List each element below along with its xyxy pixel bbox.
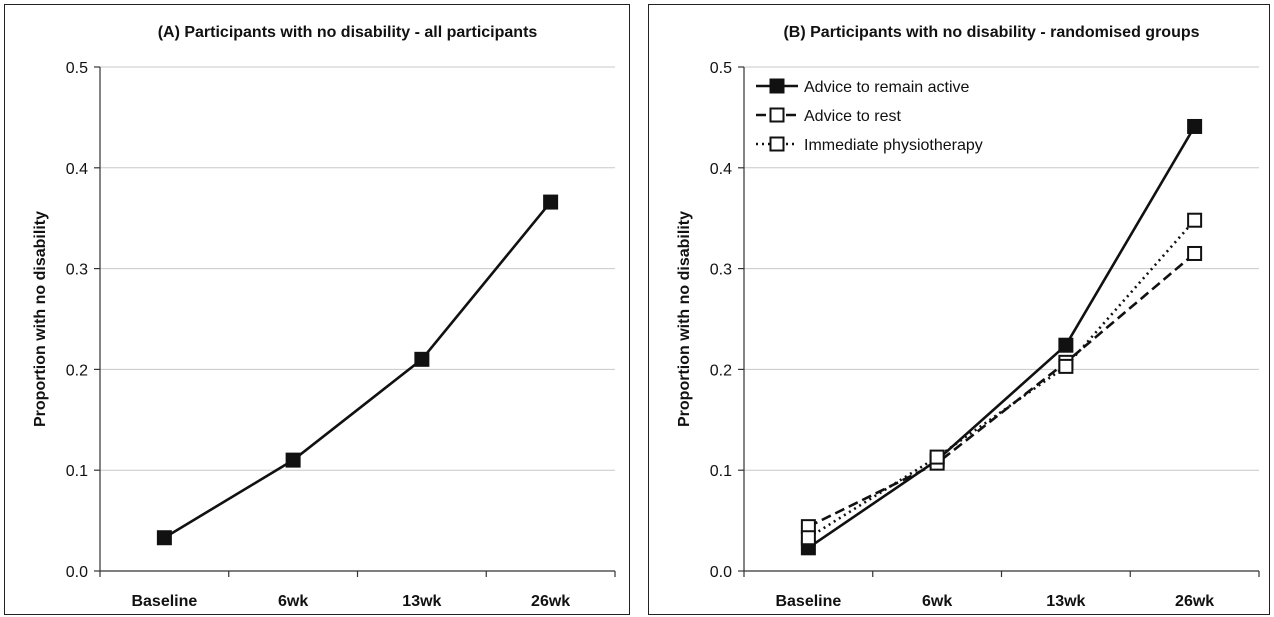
chart-panel-a: (A) Participants with no disability - al… — [4, 4, 630, 615]
chart-a-ytick-label: 0.5 — [66, 60, 88, 77]
chart-panel-b: (B) Participants with no disability - ra… — [648, 4, 1270, 615]
chart-a-series-0-point — [285, 452, 301, 468]
chart-b-xtick-label: Baseline — [775, 593, 841, 610]
chart-b-svg: (B) Participants with no disability - ra… — [676, 24, 1260, 610]
chart-a-series-0-point — [414, 351, 430, 367]
chart-b-legend-swatch-marker — [769, 78, 785, 94]
chart-a-ytick-label: 0.0 — [66, 564, 88, 581]
chart-a-ylabel: Proportion with no disability — [32, 211, 49, 427]
chart-a-ytick-label: 0.4 — [66, 161, 88, 178]
chart-b-ytick-label: 0.2 — [710, 362, 732, 379]
chart-b-legend-swatch-marker — [769, 136, 785, 152]
chart-b-legend-label: Advice to rest — [804, 108, 901, 125]
chart-b-series-2-point — [929, 449, 945, 465]
chart-a-ytick-label: 0.2 — [66, 362, 88, 379]
chart-a-title: (A) Participants with no disability - al… — [158, 24, 538, 41]
chart-a-ytick-label: 0.1 — [66, 463, 88, 480]
chart-b-ytick-label: 0.4 — [710, 161, 732, 178]
chart-a-xtick-label: Baseline — [131, 593, 197, 610]
chart-b-series-1-line — [807, 252, 1196, 528]
chart-a-xtick-label: 26wk — [531, 593, 570, 610]
chart-b-series-0-point — [1187, 118, 1203, 134]
chart-b-xtick-label: 13wk — [1046, 593, 1085, 610]
chart-b-series-1-point — [1187, 245, 1203, 261]
chart-a-series-0-point — [543, 194, 559, 210]
chart-b-ytick-label: 0.1 — [710, 463, 732, 480]
chart-a-xtick-label: 6wk — [278, 593, 308, 610]
chart-b-legend-swatch-marker — [769, 107, 785, 123]
chart-b-legend-label: Advice to remain active — [804, 79, 970, 96]
chart-a-series-0-line — [163, 201, 552, 539]
chart-b-ytick-label: 0.3 — [710, 262, 732, 279]
chart-a-series-0-point — [156, 530, 172, 546]
chart-b-series-2-line — [807, 219, 1196, 539]
chart-b-series-2-point — [1058, 358, 1074, 374]
chart-b-series-0-point — [1058, 337, 1074, 353]
chart-b-title: (B) Participants with no disability - ra… — [783, 24, 1199, 41]
chart-a-svg: (A) Participants with no disability - al… — [32, 24, 616, 610]
chart-b-ytick-label: 0.5 — [710, 60, 732, 77]
chart-b-ylabel: Proportion with no disability — [676, 211, 693, 427]
chart-a-xtick-label: 13wk — [402, 593, 441, 610]
chart-b-series-0-line — [807, 125, 1196, 549]
chart-a-ytick-label: 0.3 — [66, 262, 88, 279]
chart-b-series-2-point — [800, 530, 816, 546]
chart-b-series-2-point — [1187, 212, 1203, 228]
chart-b-xtick-label: 26wk — [1175, 593, 1214, 610]
chart-b-ytick-label: 0.0 — [710, 564, 732, 581]
chart-b-legend-label: Immediate physiotherapy — [804, 137, 983, 154]
chart-b-xtick-label: 6wk — [922, 593, 952, 610]
